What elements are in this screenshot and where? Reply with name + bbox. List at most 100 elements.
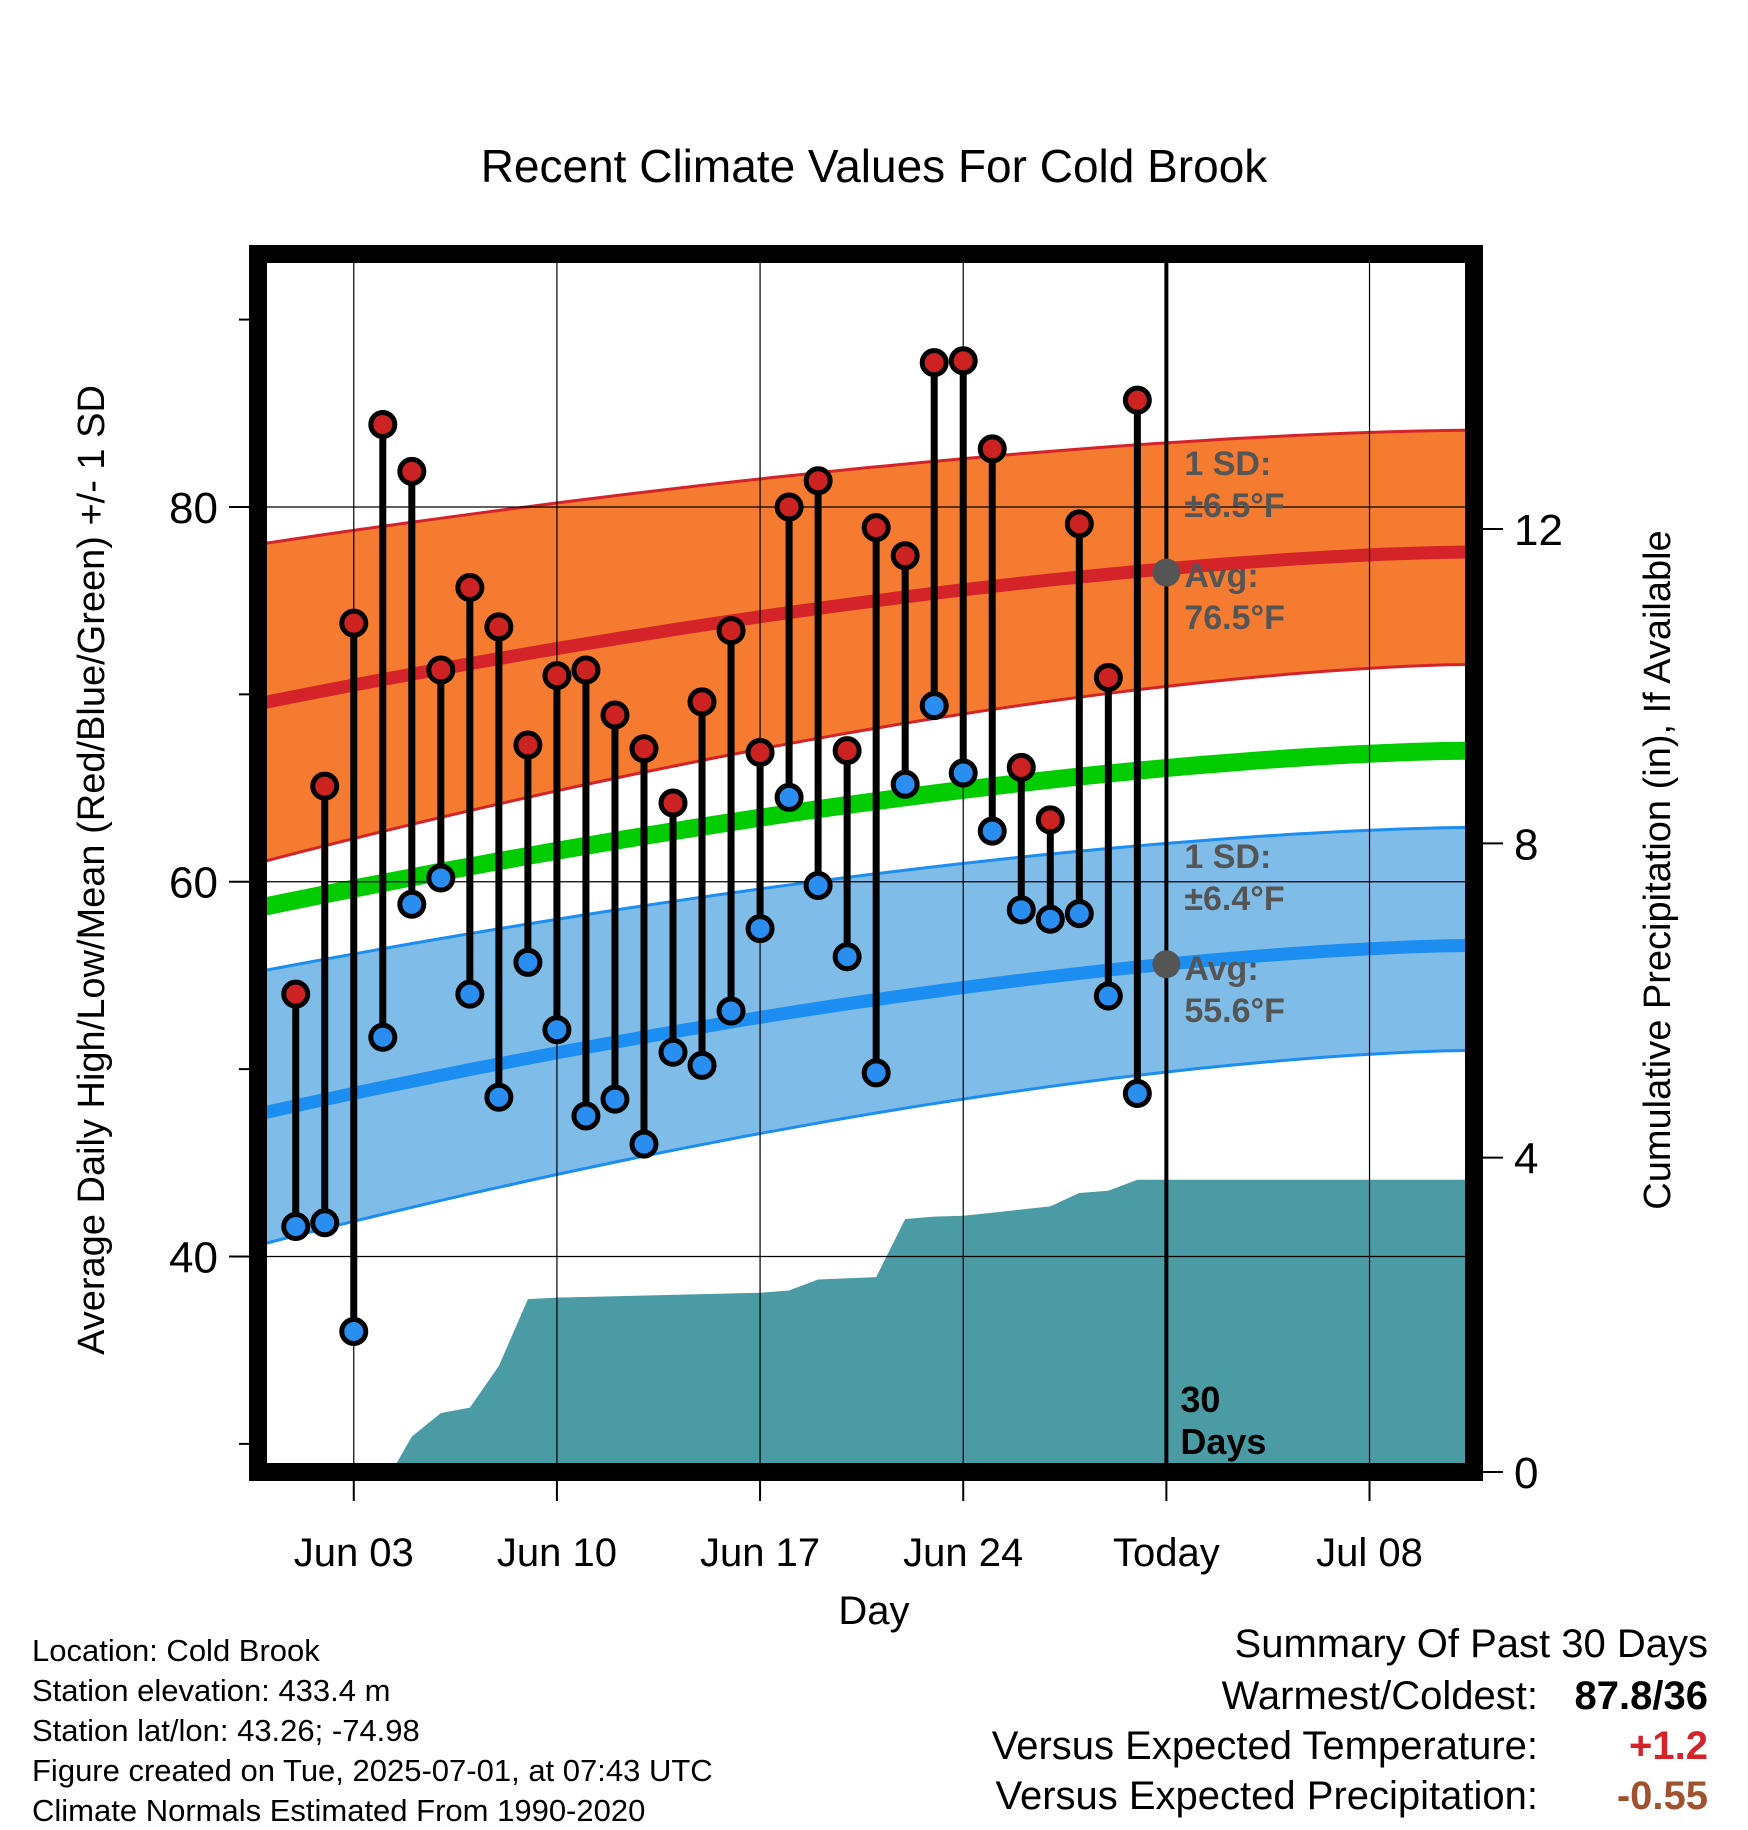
high-sd-band <box>258 430 1474 863</box>
plot-inner: 1 SD: ±6.5°F Avg: 76.5°F 1 SD: ±6.4°F Avg: 55.6… <box>258 254 1474 1472</box>
summary-heading: Summary Of Past 30 Days <box>1234 1622 1708 1666</box>
high-annotation-line-2: Avg: <box>1184 557 1258 595</box>
high-annotation-line-1: ±6.5°F <box>1184 487 1284 525</box>
daily-high-point <box>310 771 340 801</box>
x-tick-label: Today <box>1113 1531 1220 1575</box>
x-tick-label: Jun 03 <box>294 1531 414 1575</box>
daily-low-point <box>861 1058 891 1088</box>
daily-high-point <box>600 700 630 730</box>
daily-high-point <box>658 788 688 818</box>
low-avg-line <box>258 938 1474 1121</box>
plot-area: 1 SD: ±6.5°F Avg: 76.5°F 1 SD: ±6.4°F Avg: 55.6… <box>258 254 1474 1472</box>
daily-high-point <box>629 734 659 764</box>
daily-low-point <box>542 1015 572 1045</box>
mean-avg-line <box>258 741 1474 917</box>
footer-location: Location: Cold Brook <box>32 1633 320 1668</box>
low-annotation-line-0: 1 SD: <box>1184 838 1271 876</box>
today-days-label-1: Days <box>1180 1421 1266 1462</box>
y-tick-label: 40 <box>169 1234 218 1283</box>
summary-temp-label: Versus Expected Temperature: <box>991 1724 1538 1768</box>
summary-warmest-row: Warmest/Coldest: 87.8/36 <box>1222 1674 1708 1719</box>
daily-low-point <box>687 1050 717 1080</box>
daily-low-point <box>484 1082 514 1112</box>
plot-frame <box>249 245 1483 1481</box>
y-axis-label: Average Daily High/Low/Mean (Red/Blue/Gr… <box>71 385 113 1355</box>
low-sd-band-lower-edge <box>258 1048 1474 1247</box>
high-avg-line <box>258 545 1474 711</box>
daily-low-point <box>948 758 978 788</box>
precip-area <box>391 1179 1474 1472</box>
high-annotation-line-3: 76.5°F <box>1184 599 1285 637</box>
high-sd-band-lower-edge <box>258 662 1474 865</box>
daily-high-point <box>977 434 1007 464</box>
daily-high-point <box>919 348 949 378</box>
footer-elevation: Station elevation: 433.4 m <box>32 1673 391 1708</box>
daily-high-point <box>542 661 572 691</box>
daily-high-point <box>281 979 311 1009</box>
summary-temp-value: +1.2 <box>1629 1724 1708 1768</box>
daily-low-point <box>368 1022 398 1052</box>
summary-precip-value: -0.55 <box>1616 1774 1708 1818</box>
daily-low-point <box>455 979 485 1009</box>
daily-low-point <box>629 1129 659 1159</box>
daily-low-point <box>600 1084 630 1114</box>
daily-high-point <box>774 492 804 522</box>
low-sd-band-upper-edge <box>258 825 1474 974</box>
daily-high-point <box>1122 385 1152 415</box>
x-tick-label: Jun 24 <box>903 1531 1023 1575</box>
daily-high-point <box>368 410 398 440</box>
daily-low-point <box>310 1208 340 1238</box>
summary-warmest-label: Warmest/Coldest: <box>1221 1674 1538 1718</box>
summary-precip-row: Versus Expected Precipitation: -0.55 <box>995 1774 1708 1819</box>
daily-high-point <box>803 466 833 496</box>
low-annotation-line-1: ±6.4°F <box>1184 880 1284 918</box>
daily-high-point <box>1035 805 1065 835</box>
x-tick-label: Jun 17 <box>700 1531 820 1575</box>
daily-high-point <box>1093 662 1123 692</box>
daily-low-point <box>281 1212 311 1242</box>
summary-temp-row: Versus Expected Temperature: +1.2 <box>992 1724 1708 1769</box>
daily-high-point <box>745 737 775 767</box>
high-annotation-line-0: 1 SD: <box>1184 445 1271 483</box>
y2-tick-label: 4 <box>1514 1135 1538 1184</box>
daily-high-point <box>861 513 891 543</box>
daily-high-point <box>890 541 920 571</box>
daily-low-point <box>977 816 1007 846</box>
y-tick-label: 60 <box>169 859 218 908</box>
daily-high-point <box>397 456 427 486</box>
daily-low-point <box>571 1101 601 1131</box>
daily-high-point <box>948 346 978 376</box>
today-high-avg-marker <box>1152 558 1181 587</box>
summary-warmest-value: 87.8/36 <box>1574 1674 1708 1718</box>
low-annotation-line-3: 55.6°F <box>1184 992 1285 1030</box>
daily-high-point <box>426 655 456 685</box>
daily-low-point <box>716 996 746 1026</box>
low-annotation-line-2: Avg: <box>1184 950 1258 988</box>
daily-high-point <box>1006 752 1036 782</box>
daily-low-point <box>426 863 456 893</box>
daily-low-point <box>774 782 804 812</box>
y2-tick-label: 8 <box>1514 820 1538 869</box>
daily-high-point <box>484 612 514 642</box>
y-tick-label: 80 <box>169 484 218 533</box>
y2-axis-label: Cumulative Precipitation (in), If Availa… <box>1637 530 1679 1209</box>
high-sd-band-upper-edge <box>258 428 1474 546</box>
footer-created: Figure created on Tue, 2025-07-01, at 07… <box>32 1753 713 1788</box>
axes: 40 60 80 0 4 8 12 Jun 03 Jun 10 Jun 17 Jun 24 Today… <box>169 245 1563 1575</box>
today-low-avg-marker <box>1152 950 1181 979</box>
daily-low-point <box>1006 895 1036 925</box>
chart-title: Recent Climate Values For Cold Brook <box>481 140 1269 192</box>
today-days-label-0: 30 <box>1180 1379 1220 1420</box>
daily-high-point <box>716 616 746 646</box>
daily-low-point <box>1035 904 1065 934</box>
daily-low-point <box>890 769 920 799</box>
daily-high-point <box>339 608 369 638</box>
daily-high-point <box>513 730 543 760</box>
y2-tick-label: 0 <box>1514 1449 1538 1498</box>
x-axis-label: Day <box>838 1589 909 1633</box>
low-sd-band <box>258 827 1474 1246</box>
daily-low-point <box>1122 1078 1152 1108</box>
x-tick-label: Jun 10 <box>497 1531 617 1575</box>
daily-high-point <box>1064 509 1094 539</box>
